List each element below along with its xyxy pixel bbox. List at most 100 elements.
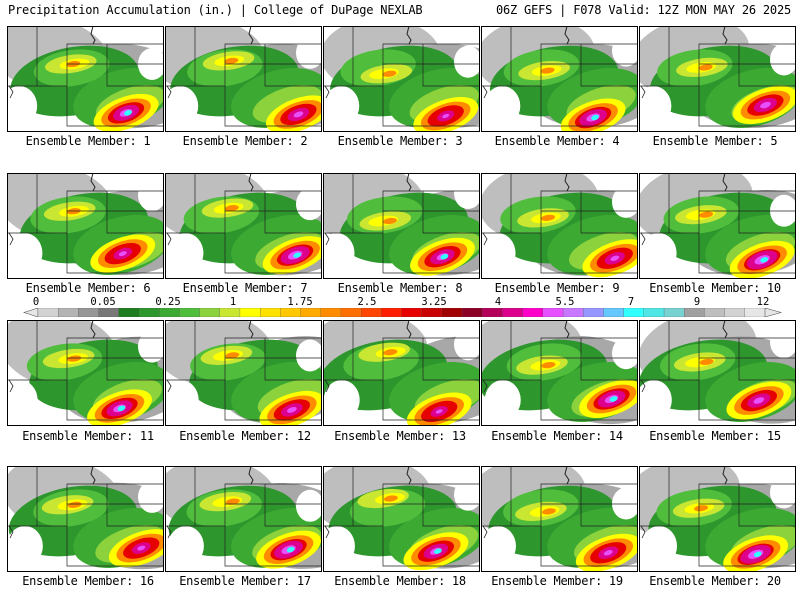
colorbar-swatch	[704, 308, 726, 317]
state-boundary	[224, 483, 322, 526]
colorbar-swatch	[583, 308, 604, 317]
colorbar-min-arrow	[23, 308, 39, 317]
precip-map-svg	[639, 26, 796, 132]
panel-border	[7, 173, 164, 279]
state-boundary	[324, 85, 330, 99]
precip-contour	[484, 380, 521, 420]
state-boundary	[698, 190, 796, 233]
ensemble-member-map	[639, 173, 796, 279]
state-boundary	[166, 379, 172, 393]
colorbar-swatch	[502, 308, 524, 317]
colorbar-tick-label: 5.5	[555, 296, 575, 308]
precip-contour	[165, 380, 199, 420]
ensemble-member-map	[323, 320, 480, 426]
colorbar-swatch	[401, 308, 423, 317]
precip-map-svg	[323, 26, 480, 132]
state-boundary	[580, 44, 638, 87]
state-boundary	[540, 43, 638, 86]
precip-contour	[225, 498, 240, 505]
precip-map-svg	[165, 173, 322, 279]
state-boundary	[264, 191, 322, 234]
member-caption: Ensemble Member: 18	[334, 574, 466, 588]
colorbar-swatch	[522, 308, 544, 317]
precip-contour	[7, 380, 38, 420]
ensemble-member-map	[7, 466, 164, 572]
colorbar-swatch	[219, 308, 241, 317]
state-boundary	[640, 379, 646, 393]
colorbar-swatch	[744, 308, 766, 317]
member-caption: Ensemble Member: 3	[337, 134, 463, 148]
colorbar-swatch	[138, 308, 160, 317]
precip-contour	[612, 487, 638, 520]
state-boundary	[264, 338, 322, 381]
precip-contour	[639, 380, 672, 420]
precip-contour	[7, 526, 43, 566]
precip-contour	[323, 526, 355, 566]
colorbar-swatches	[23, 308, 783, 317]
precip-contour	[698, 64, 713, 71]
state-boundary	[698, 43, 796, 86]
precip-map-svg	[639, 320, 796, 426]
panel-border	[165, 173, 322, 279]
state-boundary	[564, 466, 570, 485]
precip-contour	[434, 548, 442, 554]
state-boundary	[224, 190, 322, 233]
state-boundary	[738, 484, 796, 527]
state-boundary	[540, 337, 638, 380]
member-caption: Ensemble Member: 6	[25, 281, 151, 295]
colorbar-swatch	[280, 308, 301, 317]
precip-contour	[383, 349, 398, 356]
state-boundary	[738, 338, 796, 381]
colorbar-tick-label: 2.5	[357, 296, 377, 308]
precip-map-svg	[639, 173, 796, 279]
precip-contour	[224, 57, 239, 65]
state-boundary	[106, 44, 164, 87]
state-boundary	[640, 232, 646, 246]
state-boundary	[580, 484, 638, 527]
state-boundary	[382, 190, 480, 233]
colorbar-swatch	[421, 308, 443, 317]
state-boundary	[580, 191, 638, 234]
precip-contour	[293, 252, 301, 258]
panel-border	[639, 466, 796, 572]
state-boundary	[482, 85, 488, 99]
precip-contour	[67, 501, 82, 508]
state-boundary	[248, 466, 254, 485]
precip-contour	[760, 101, 771, 109]
state-boundary	[738, 191, 796, 234]
state-boundary	[248, 320, 254, 339]
colorbar-swatch	[562, 308, 584, 317]
precip-contour	[383, 495, 398, 502]
precip-contour	[138, 179, 164, 212]
colorbar-swatch	[482, 308, 503, 317]
precip-contour	[286, 406, 297, 413]
ensemble-member-map	[323, 26, 480, 132]
panel-border	[323, 26, 480, 132]
precip-map-svg	[481, 466, 638, 572]
colorbar-tick-label: 7	[627, 296, 635, 308]
precip-contour	[541, 214, 556, 221]
state-boundary	[248, 173, 254, 192]
precip-contour	[640, 233, 677, 273]
colorbar-swatch	[360, 308, 382, 317]
state-boundary	[8, 379, 14, 393]
run-info: 06Z GEFS | F078 Valid: 12Z MON MAY 26 20…	[495, 3, 791, 17]
precip-map-svg	[323, 466, 480, 572]
panel-border	[7, 320, 164, 426]
precip-contour	[296, 188, 322, 221]
panel-border	[165, 466, 322, 572]
state-boundary	[264, 484, 322, 527]
state-boundary	[540, 483, 638, 526]
colorbar-max-arrow	[764, 308, 783, 317]
colorbar-tick-label: 1	[229, 296, 237, 308]
precip-map-svg	[323, 320, 480, 426]
precip-contour	[382, 70, 397, 77]
state-boundary	[482, 525, 488, 539]
precip-contour	[770, 326, 796, 359]
colorbar-swatch	[461, 308, 483, 317]
precip-contour	[481, 526, 516, 566]
precip-map-svg	[165, 26, 322, 132]
precip-contour	[323, 380, 360, 420]
precip-contour	[118, 251, 127, 257]
panel-border	[323, 466, 480, 572]
